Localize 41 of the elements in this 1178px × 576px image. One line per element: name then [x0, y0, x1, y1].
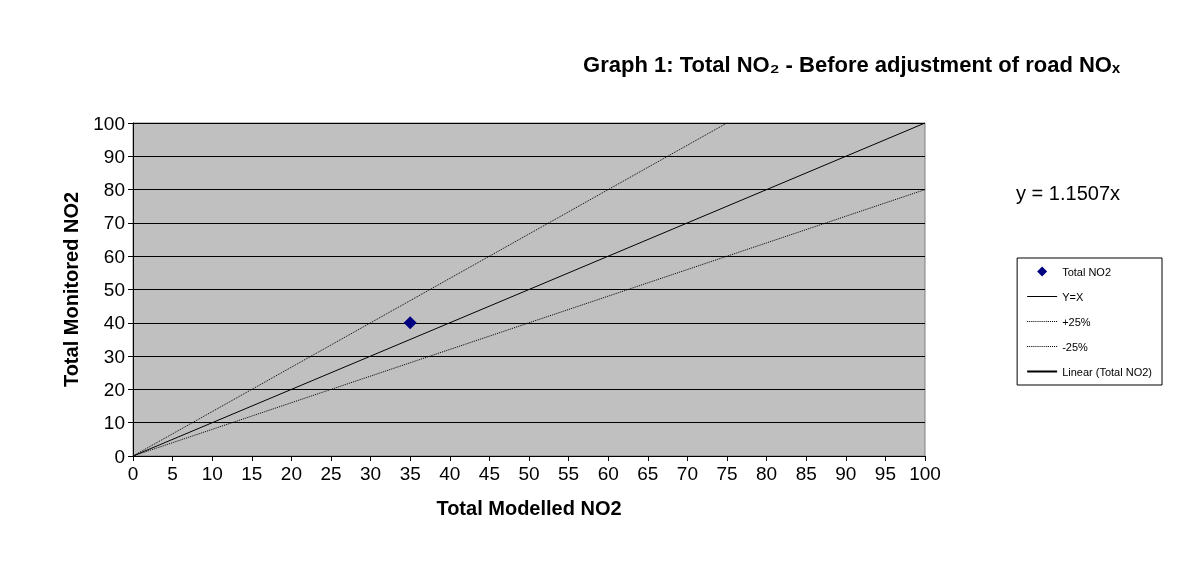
x-tick-label: 60: [597, 463, 619, 484]
x-tick-label: 65: [637, 463, 659, 484]
x-tick-label: 95: [874, 463, 896, 484]
y-tick-label: 40: [103, 312, 125, 334]
legend-label: Total NO2: [1062, 265, 1112, 278]
legend-label: -25%: [1062, 340, 1089, 353]
y-tick-label: 10: [103, 412, 125, 434]
x-tick-label: 85: [795, 463, 817, 484]
x-tick-label: 10: [201, 463, 223, 484]
x-tick-label: 45: [478, 463, 500, 484]
x-tick-label: 70: [676, 463, 698, 484]
x-tick-label: 35: [399, 463, 421, 484]
y-tick-label: 0: [114, 445, 125, 467]
y-tick-label: 60: [103, 245, 125, 267]
legend-label: +25%: [1062, 315, 1091, 328]
y-tick-label: 100: [93, 112, 125, 134]
legend-label: Y=X: [1062, 290, 1084, 303]
y-tick-label: 80: [103, 179, 125, 201]
x-tick-label: 75: [716, 463, 738, 484]
x-tick-label: 55: [558, 463, 580, 484]
y-tick-label: 20: [103, 378, 125, 400]
y-axis-title: Total Monitored NO2: [60, 191, 82, 388]
x-tick-label: 5: [167, 463, 178, 484]
x-tick-label: 100: [909, 463, 941, 484]
y-tick-label: 30: [103, 345, 125, 367]
x-tick-label: 25: [320, 463, 342, 484]
x-tick-label: 90: [835, 463, 857, 484]
x-tick-label: 40: [439, 463, 461, 484]
x-tick-label: 80: [756, 463, 778, 484]
x-tick-label: 15: [241, 463, 263, 484]
text: y = 1.1507x: [1016, 182, 1120, 204]
y-tick-label: 70: [103, 212, 125, 234]
x-tick-label: 30: [360, 463, 382, 484]
y-tick-label: 90: [103, 145, 125, 167]
x-axis-title: Total Modelled NO2: [436, 497, 622, 519]
x-tick-label: 50: [518, 463, 540, 484]
x-tick-label: 20: [280, 463, 302, 484]
x-tick-label: 0: [127, 463, 139, 484]
chart-title: Graph 1: Total NO₂ - Before adjustment of road NOₓ: [583, 51, 1121, 77]
legend-label: Linear (Total NO2): [1062, 365, 1153, 378]
y-tick-label: 50: [103, 279, 125, 300]
